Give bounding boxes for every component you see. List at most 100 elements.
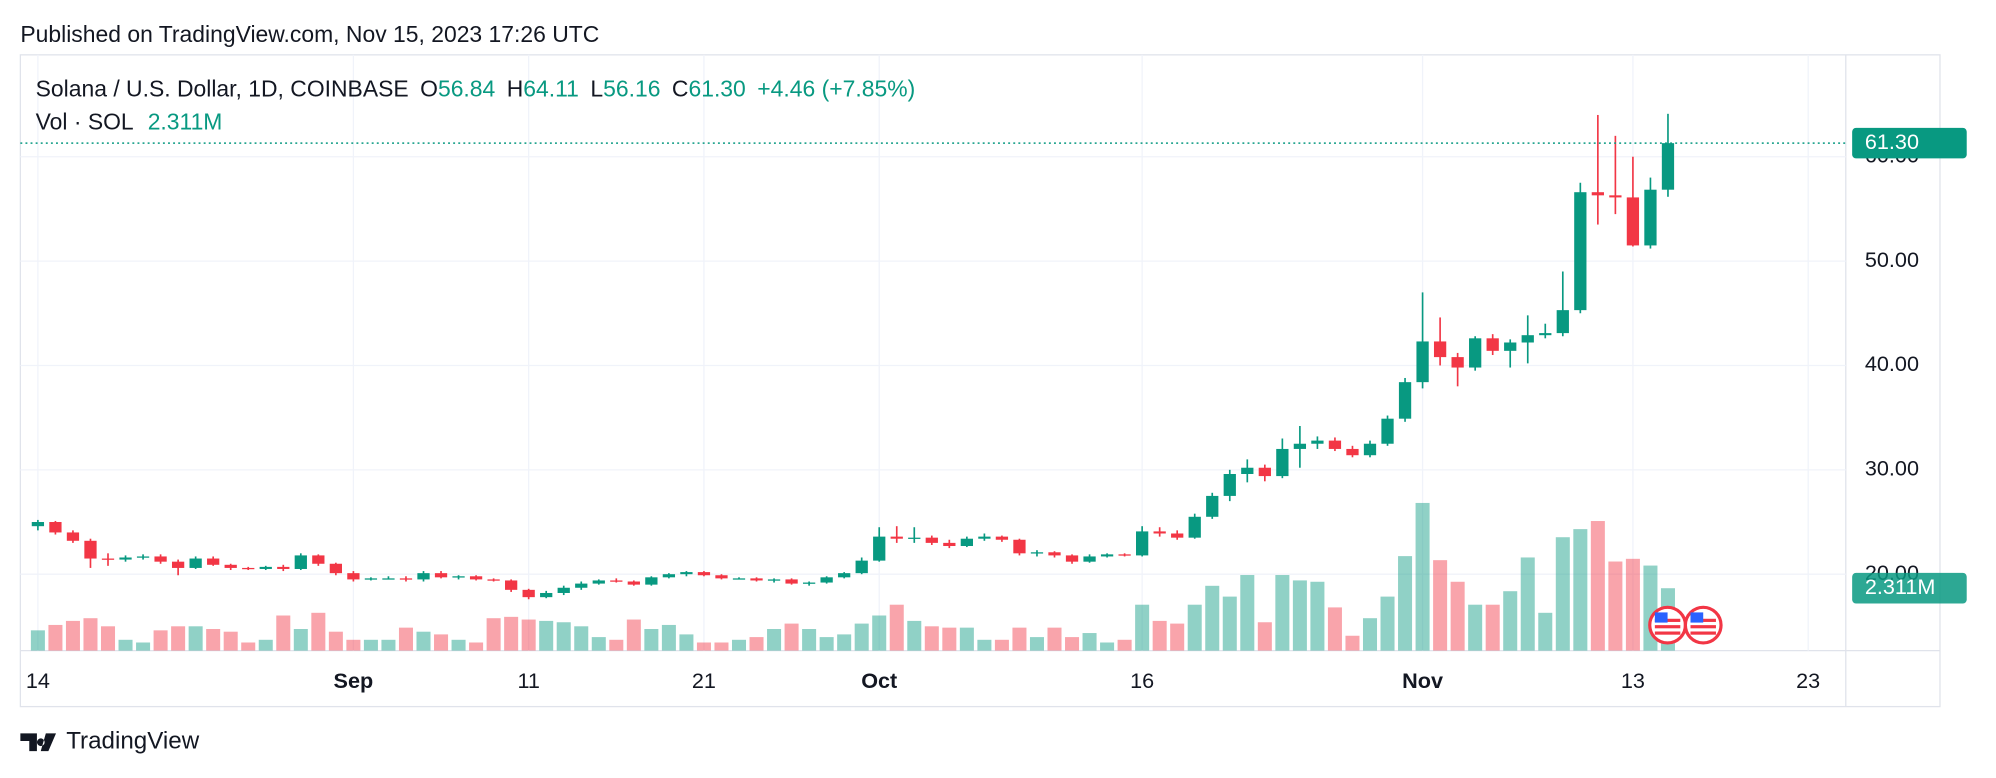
candle-body — [592, 580, 605, 584]
volume-bar — [223, 631, 238, 651]
logo-text: TradingView — [66, 728, 200, 755]
candle-body — [627, 581, 640, 585]
volume-bar — [1450, 581, 1465, 651]
volume-bar — [83, 618, 98, 651]
candle-body — [540, 592, 553, 598]
volume-bar — [1135, 604, 1150, 651]
volume-bar — [749, 637, 764, 651]
volume-bar — [539, 620, 554, 651]
high-value: 64.11 — [523, 76, 579, 102]
candle-body — [1258, 467, 1271, 477]
candle-body — [890, 536, 903, 539]
candle-body — [119, 557, 132, 560]
open-value: 56.84 — [438, 76, 496, 102]
candle-body — [680, 572, 693, 575]
volume-bar — [1012, 627, 1027, 651]
candle-body — [1136, 531, 1149, 556]
candle-body — [1118, 554, 1131, 556]
candle-body — [277, 566, 290, 569]
volume-bar — [1257, 622, 1272, 651]
high-key: H — [507, 76, 524, 102]
volume-bar — [1538, 612, 1553, 651]
candle-body — [154, 556, 167, 562]
candle-body — [1153, 531, 1166, 534]
volume-bar — [346, 639, 361, 651]
volume-bar — [661, 624, 676, 651]
volume-bar — [504, 616, 519, 651]
event-flag — [1683, 605, 1723, 645]
candle-body — [1276, 448, 1289, 477]
candle-body — [347, 573, 360, 580]
volume-bar — [977, 639, 992, 651]
volume-bar — [1240, 575, 1255, 651]
volume-bar — [731, 639, 747, 651]
low-value: 56.16 — [603, 76, 660, 102]
candle-body — [1363, 443, 1377, 456]
candle-body — [1346, 448, 1359, 456]
volume-bar — [171, 626, 186, 651]
candle-body — [785, 579, 798, 584]
volume-bar — [188, 626, 203, 651]
volume-bar — [469, 642, 484, 651]
volume-bar — [1590, 521, 1605, 651]
candle-body — [487, 579, 500, 581]
candle-body — [855, 560, 868, 574]
volume-bar — [679, 634, 694, 651]
volume-bar — [153, 630, 168, 651]
candle-body — [978, 536, 991, 539]
candle-body — [505, 580, 518, 590]
volume-bars — [30, 502, 1675, 651]
volume-bar — [854, 623, 869, 651]
y-tick-label: 30.00 — [1865, 456, 1919, 481]
volume-bar — [784, 623, 799, 651]
candle-body — [31, 522, 45, 527]
y-tick-label: 50.00 — [1865, 247, 1919, 272]
volume-bar — [959, 627, 974, 651]
candle-body — [66, 532, 80, 541]
x-tick-label: Sep — [334, 668, 374, 693]
candle-body — [750, 578, 763, 581]
candle-body — [469, 576, 483, 580]
candle-body — [1661, 143, 1675, 190]
candle-body — [767, 579, 781, 581]
volume-bar — [714, 642, 729, 651]
volume-bar — [591, 637, 606, 651]
candle-body — [662, 574, 676, 578]
legend-line: Solana / U.S. Dollar, 1D, COINBASE O56.8… — [36, 76, 916, 102]
candle-body — [522, 589, 535, 598]
change-percent: (+7.85%) — [822, 76, 916, 102]
volume-value: 2.311M — [148, 109, 223, 135]
candle-body — [1030, 552, 1044, 554]
candle-body — [1048, 552, 1061, 556]
candle-body — [1556, 310, 1569, 334]
candle-body — [960, 538, 973, 547]
volume-bar — [1362, 618, 1378, 651]
candle-body — [84, 540, 97, 559]
candle-body — [1609, 195, 1622, 198]
x-tick-label: 16 — [1130, 668, 1154, 693]
candle-body — [575, 583, 588, 588]
event-flag — [1648, 605, 1687, 645]
volume-bar — [311, 612, 326, 651]
volume-bar — [293, 628, 308, 651]
candle-body — [1293, 443, 1307, 449]
volume-bar — [1152, 620, 1167, 651]
volume-bar — [1573, 529, 1588, 651]
candle-body — [1521, 335, 1534, 343]
candle-body — [943, 542, 956, 547]
volume-bar — [100, 626, 116, 651]
candle-body — [715, 575, 728, 579]
volume-bar — [1327, 607, 1342, 651]
volume-bar — [118, 639, 133, 651]
candle-body — [1311, 440, 1324, 444]
volume-bar — [644, 628, 659, 651]
candle-body — [1083, 556, 1096, 562]
logo: TradingView — [20, 728, 200, 755]
candle-body — [1328, 440, 1342, 449]
volume-bar — [872, 615, 887, 651]
candle-body — [364, 578, 378, 580]
candle-body — [1013, 539, 1026, 554]
volume-bar — [65, 620, 80, 651]
volume-bar — [1292, 580, 1307, 651]
